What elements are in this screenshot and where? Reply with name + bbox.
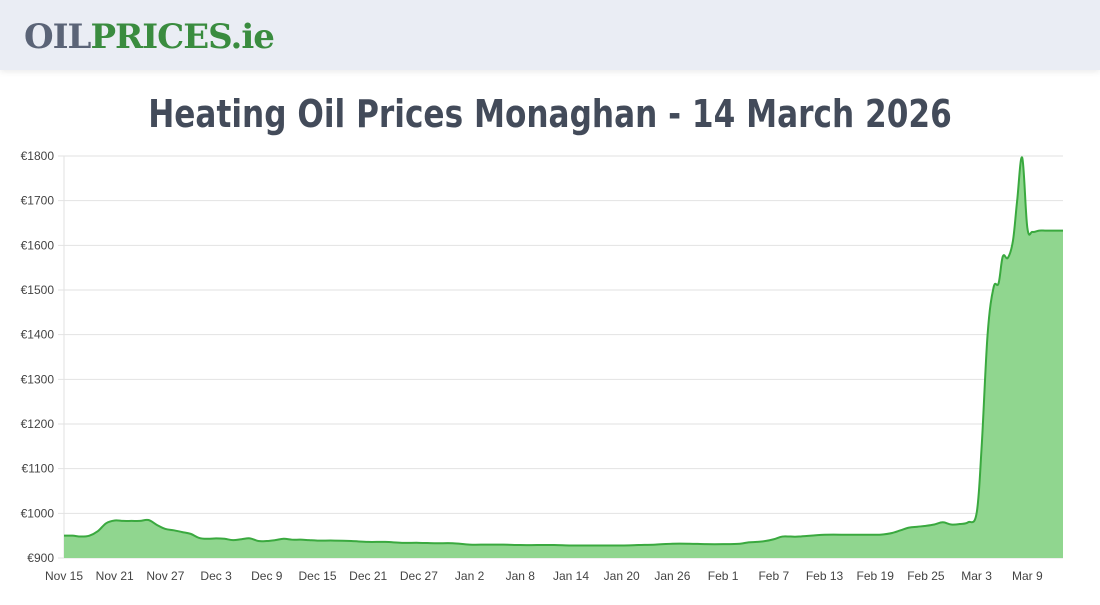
site-logo[interactable]: OILPRICES.ie — [24, 14, 275, 60]
page-title: Heating Oil Prices Monaghan - 14 March 2… — [148, 92, 952, 136]
logo-oil-text: OIL — [24, 17, 91, 57]
price-line[interactable] — [63, 156, 1063, 547]
y-tick-label: €1100 — [22, 462, 55, 476]
x-axis: Nov 15 Nov 21 Nov 27 Dec 3 Dec 9 Dec 15 Dec 21… — [45, 569, 1043, 583]
x-tick-label: Jan 26 — [654, 569, 690, 583]
price-chart: €900 €1000 €1100 €1200 €1300 €1400 €1500 €1600 €… — [0, 140, 1100, 600]
x-tick-label: Nov 15 — [45, 569, 83, 583]
y-tick-label: €1600 — [21, 238, 55, 252]
x-tick-label: Dec 21 — [349, 569, 387, 583]
y-tick-label: €1300 — [21, 372, 55, 386]
x-tick-label: Mar 9 — [1012, 569, 1043, 583]
x-tick-label: Mar 3 — [961, 569, 992, 583]
y-axis: €900 €1000 €1100 €1200 €1300 €1400 €1500 €1600 €… — [21, 149, 55, 565]
y-tick-label: €1700 — [21, 194, 55, 208]
y-tick-label: €900 — [27, 551, 54, 565]
x-tick-label: Dec 9 — [251, 569, 283, 583]
x-tick-label: Jan 14 — [553, 569, 589, 583]
x-tick-label: Feb 13 — [806, 569, 844, 583]
y-tick-label: €1800 — [21, 149, 55, 163]
price-area-fill — [64, 157, 1063, 559]
y-tick-label: €1200 — [21, 417, 55, 431]
x-tick-label: Nov 21 — [96, 569, 134, 583]
y-tick-label: €1500 — [21, 283, 55, 297]
x-tick-label: Dec 15 — [298, 569, 336, 583]
x-tick-label: Dec 27 — [400, 569, 438, 583]
site-header: OILPRICES.ie — [0, 0, 1100, 70]
x-tick-label: Feb 7 — [758, 569, 789, 583]
logo-prices-text: PRICES.ie — [90, 17, 274, 57]
x-tick-label: Jan 2 — [455, 569, 485, 583]
x-tick-label: Jan 20 — [604, 569, 640, 583]
chart-gridlines — [58, 155, 1063, 559]
x-tick-label: Jan 8 — [506, 569, 536, 583]
x-tick-label: Feb 19 — [857, 569, 895, 583]
x-tick-label: Nov 27 — [146, 569, 184, 583]
x-tick-label: Feb 25 — [907, 569, 945, 583]
area-chart-svg: €900 €1000 €1100 €1200 €1300 €1400 €1500 €1600 €… — [21, 149, 1063, 583]
y-tick-label: €1000 — [21, 506, 55, 520]
x-tick-label: Feb 1 — [708, 569, 739, 583]
x-tick-label: Dec 3 — [200, 569, 232, 583]
y-tick-label: €1400 — [21, 328, 55, 342]
